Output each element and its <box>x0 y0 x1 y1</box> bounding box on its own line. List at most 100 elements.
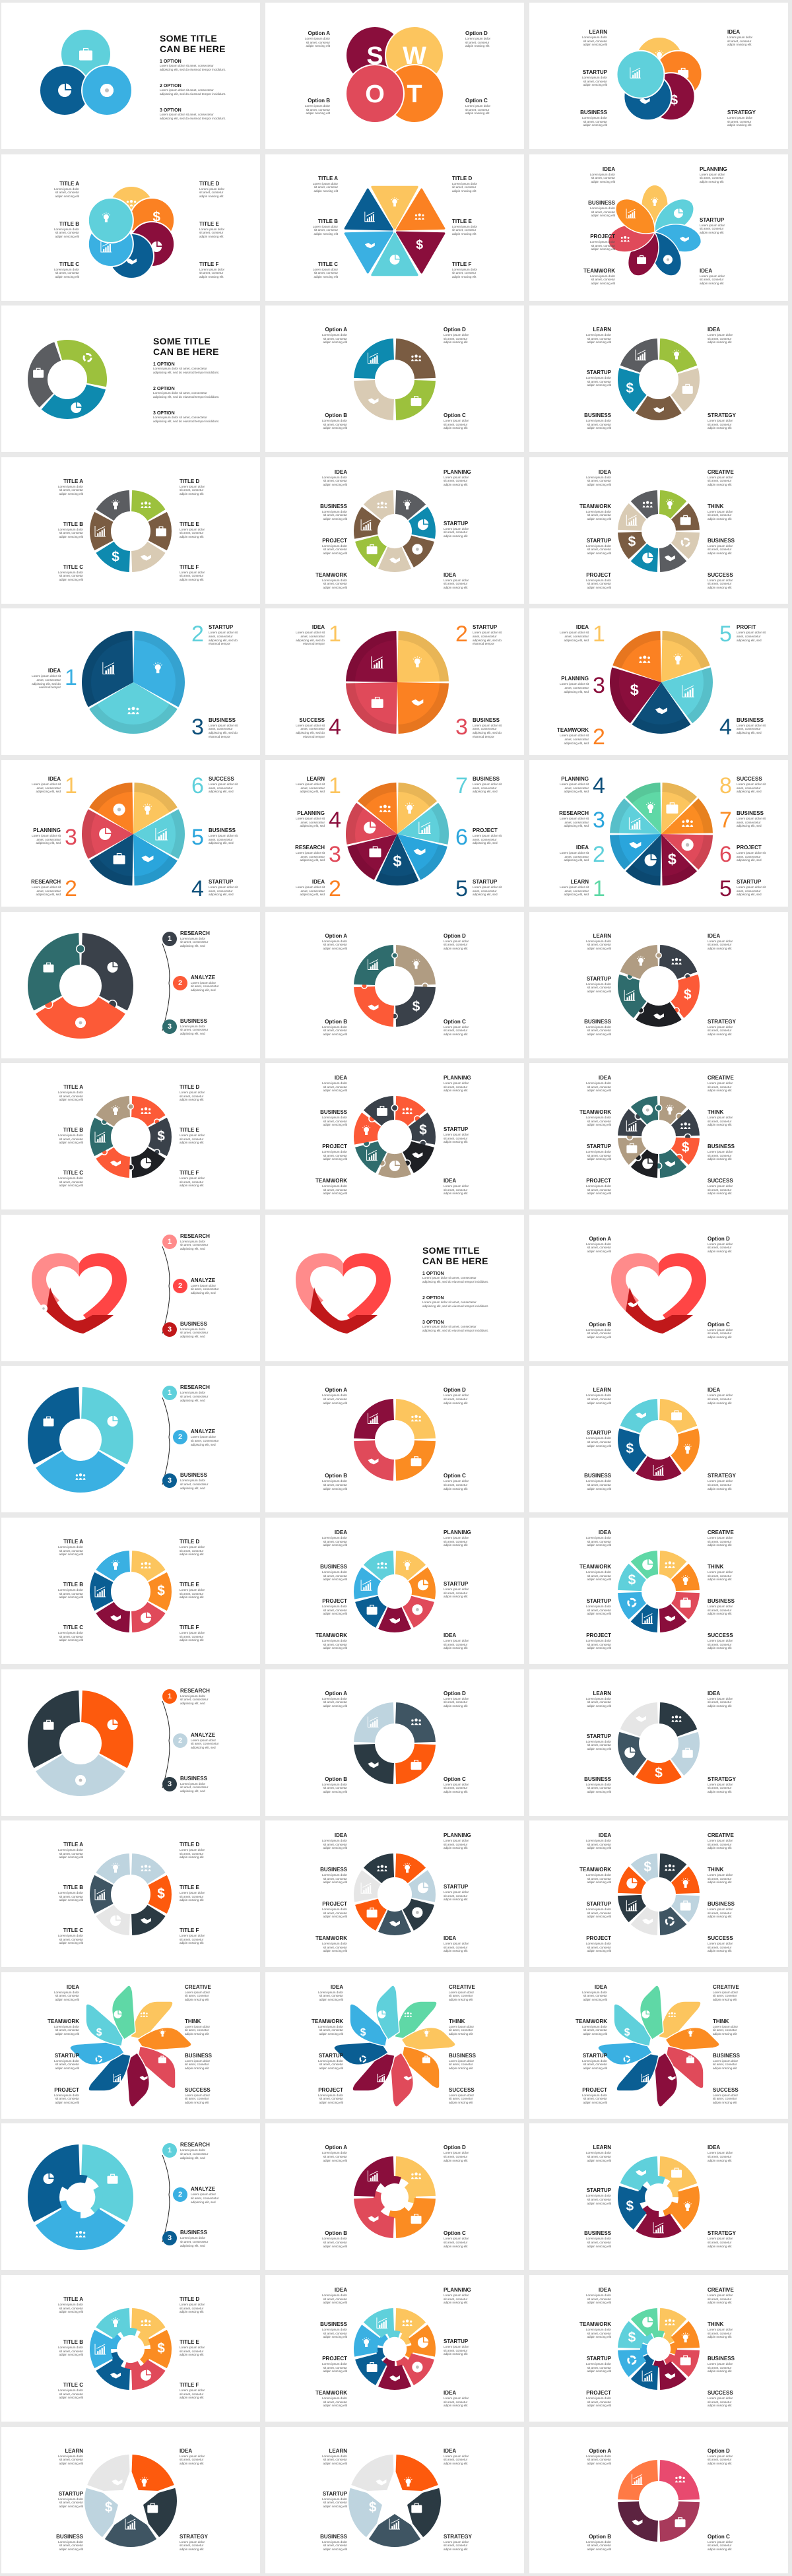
infographic-tile-26[interactable]: SOME TITLE CAN BE HERE 1 OPTION Lorem ipsu… <box>265 1214 524 1361</box>
infographic-tile-14[interactable]: 1 IDEA Lorem ipsum dolor sit amet, consect… <box>265 608 524 756</box>
infographic-tile-28[interactable]: 1 RESEARCH Lorem ipsum dolor sit amet, con… <box>1 1366 260 1513</box>
infographic-tile-17[interactable]: $1 LEARN Lorem ipsum dolor sit amet, conse… <box>265 759 524 907</box>
infographic-tile-42[interactable]: $ IDEA Lorem ipsum dolor sit amet, consetu… <box>529 1972 788 2119</box>
text-block: TITLE C Lorem ipsum dolor sit amet, conse… <box>24 564 83 582</box>
infographic-tile-48[interactable]: $ IDEA Lorem ipsum dolor sit amet, consetu… <box>529 2274 788 2422</box>
infographic-tile-34[interactable]: 1 RESEARCH Lorem ipsum dolor sit amet, con… <box>1 1669 260 1816</box>
item-title: BUSINESS <box>584 1776 611 1782</box>
infographic-tile-35[interactable]: Option A Lorem ipsum dolor sit amet, cons… <box>265 1669 524 1816</box>
infographic-tile-8[interactable]: Option A Lorem ipsum dolor sit amet, cons… <box>265 306 524 453</box>
diagram-graphic <box>162 2155 170 2243</box>
infographic-tile-22[interactable]: $ TITLE A Lorem ipsum dolor sit amet, cons… <box>1 1063 260 1210</box>
bar-chart-icon <box>642 1613 653 1625</box>
item-title: Option C <box>444 412 466 419</box>
infographic-tile-24[interactable]: $ IDEA Lorem ipsum dolor sit amet, consetu… <box>529 1063 788 1210</box>
infographic-tile-1[interactable]: SOME TITLE CAN BE HERE 1 OPTION Lorem ipsu… <box>1 3 260 149</box>
infographic-tile-5[interactable]: $ TITLE A Lorem ipsum dolor sit amet, cons… <box>265 154 524 301</box>
diagram-segment <box>408 1112 436 1145</box>
dollar-icon: $ <box>105 2499 113 2515</box>
infographic-tile-18[interactable]: $4 PLANNING Lorem ipsum dolor sit amet, co… <box>529 759 788 907</box>
diagram-segment <box>81 1690 134 1768</box>
text-block: TITLE B Lorem ipsum dolor sit amet, conse… <box>24 1884 83 1902</box>
infographic-tile-36[interactable]: $ LEARN Lorem ipsum dolor sit amet, conset… <box>529 1669 788 1816</box>
infographic-tile-49[interactable]: $ LEARN Lorem ipsum dolor sit amet, conset… <box>1 2426 260 2573</box>
infographic-tile-23[interactable]: $ IDEA Lorem ipsum dolor sit amet, consetu… <box>265 1063 524 1210</box>
text-block: IDEA Lorem ipsum dolor sit amet, consecte… <box>8 776 61 794</box>
item-description: Lorem ipsum dolor sit amet, consectetur … <box>296 816 325 828</box>
infographic-tile-4[interactable]: $ TITLE A Lorem ipsum dolor sit amet, cons… <box>1 154 260 301</box>
infographic-tile-44[interactable]: Option A Lorem ipsum dolor sit amet, cons… <box>265 2123 524 2270</box>
infographic-tile-19[interactable]: 1 RESEARCH Lorem ipsum dolor sit amet, con… <box>1 911 260 1058</box>
infographic-tile-13[interactable]: 1 IDEA Lorem ipsum dolor sit amet, consect… <box>1 608 260 756</box>
handshake-icon <box>635 1716 646 1722</box>
infographic-tile-33[interactable]: $ IDEA Lorem ipsum dolor sit amet, consetu… <box>529 1517 788 1664</box>
item-description: Lorem ipsum dolor sit amet, consetur adi… <box>585 1782 611 1793</box>
text-block: TEAMWORK Lorem ipsum dolor sit amet, cons… <box>552 2321 611 2339</box>
handshake-icon <box>112 2479 123 2485</box>
infographic-tile-32[interactable]: IDEA Lorem ipsum dolor sit amet, consetur… <box>265 1517 524 1664</box>
infographic-tile-3[interactable]: $ LEARN Lorem ipsum dolor sit amet, conset… <box>529 3 788 149</box>
infographic-tile-9[interactable]: $ LEARN Lorem ipsum dolor sit amet, conset… <box>529 306 788 453</box>
infographic-tile-50[interactable]: $ LEARN Lorem ipsum dolor sit amet, conset… <box>265 2426 524 2573</box>
bar-chart-icon <box>366 1149 378 1161</box>
infographic-tile-45[interactable]: $ LEARN Lorem ipsum dolor sit amet, conset… <box>529 2123 788 2270</box>
infographic-tile-2[interactable]: S W T O Option A Lorem ipsum dolor sit amet, … <box>265 3 524 149</box>
dollar-icon: $ <box>360 2027 366 2038</box>
item-description: Lorem ipsum dolor sit amet, consetur adi… <box>444 1535 469 1547</box>
infographic-tile-16[interactable]: 1 IDEA Lorem ipsum dolor sit amet, consect… <box>1 759 260 907</box>
infographic-tile-10[interactable]: $ TITLE A Lorem ipsum dolor sit amet, cons… <box>1 457 260 604</box>
infographic-tile-37[interactable]: $ TITLE A Lorem ipsum dolor sit amet, cons… <box>1 1820 260 1968</box>
text-block: Option D Lorem ipsum dolor sit amet, cons… <box>444 1690 503 1708</box>
item-title: BUSINESS <box>584 412 611 419</box>
infographic-tile-41[interactable]: $ IDEA Lorem ipsum dolor sit amet, consetu… <box>265 1972 524 2119</box>
step-number-badge: 1 <box>162 2143 177 2158</box>
infographic-tile-20[interactable]: $ Option A Lorem ipsum dolor sit amet, con… <box>265 911 524 1058</box>
infographic-tile-30[interactable]: $ LEARN Lorem ipsum dolor sit amet, conset… <box>529 1366 788 1513</box>
item-title: Option D <box>444 932 466 939</box>
step-text: ANALYZE Lorem ipsum dolor sit amet, conse… <box>191 1429 250 1446</box>
infographic-tile-39[interactable]: $ IDEA Lorem ipsum dolor sit amet, consetu… <box>529 1820 788 1968</box>
item-description: Lorem ipsum dolor sit amet, consectetur … <box>473 782 502 794</box>
pie-chart-icon <box>151 241 162 252</box>
infographic-tile-51[interactable]: Option A Lorem ipsum dolor sit amet, cons… <box>529 2426 788 2573</box>
text-block: BUSINESS Lorem ipsum dolor sit amet, cons… <box>708 1598 767 1616</box>
infographic-tile-31[interactable]: $ TITLE A Lorem ipsum dolor sit amet, cons… <box>1 1517 260 1664</box>
text-block: PLANNING Lorem ipsum dolor sit amet, cons… <box>444 1530 503 1547</box>
step-title: ANALYZE <box>191 1731 216 1738</box>
infographic-tile-46[interactable]: $ TITLE A Lorem ipsum dolor sit amet, cons… <box>1 2274 260 2422</box>
infographic-tile-40[interactable]: $ IDEA Lorem ipsum dolor sit amet, consetu… <box>1 1972 260 2119</box>
bar-chart-icon <box>367 959 379 970</box>
handshake-icon <box>628 1302 637 1307</box>
item-description: Lorem ipsum dolor sit amet, consetur adi… <box>581 2024 607 2036</box>
handshake-icon <box>664 555 675 562</box>
infographic-tile-27[interactable]: Option A Lorem ipsum dolor sit amet, cons… <box>529 1214 788 1361</box>
text-block: TITLE E Lorem ipsum dolor sit amet, conse… <box>180 1127 239 1145</box>
infographic-tile-29[interactable]: Option A Lorem ipsum dolor sit amet, cons… <box>265 1366 524 1513</box>
infographic-tile-47[interactable]: IDEA Lorem ipsum dolor sit amet, consetur… <box>265 2274 524 2422</box>
item-title: IDEA <box>66 1983 79 1990</box>
infographic-tile-12[interactable]: $ IDEA Lorem ipsum dolor sit amet, consetu… <box>529 457 788 604</box>
svg-text:$: $ <box>412 999 420 1014</box>
text-block: Option B Lorem ipsum dolor sit amet, cons… <box>552 2534 611 2552</box>
step-number: 1 <box>329 622 341 647</box>
item-title: TITLE F <box>180 1170 199 1176</box>
infographic-tile-7[interactable]: SOME TITLE CAN BE HERE 1 OPTION Lorem ipsu… <box>1 306 260 453</box>
diagram-graphic: $ <box>333 1984 456 2108</box>
infographic-tile-11[interactable]: IDEA Lorem ipsum dolor sit amet, consetur… <box>265 457 524 604</box>
step-text: ANALYZE Lorem ipsum dolor sit amet, conse… <box>191 1732 250 1750</box>
infographic-tile-38[interactable]: IDEA Lorem ipsum dolor sit amet, consetur… <box>265 1820 524 1968</box>
infographic-tile-21[interactable]: $ LEARN Lorem ipsum dolor sit amet, conset… <box>529 911 788 1058</box>
infographic-tile-15[interactable]: $1 IDEA Lorem ipsum dolor sit amet, consec… <box>529 608 788 756</box>
svg-text:$: $ <box>157 1886 165 1902</box>
infographic-tile-6[interactable]: IDEA Lorem ipsum dolor sit amet, consetur… <box>529 154 788 301</box>
infographic-tile-25[interactable]: 1 RESEARCH Lorem ipsum dolor sit amet, con… <box>1 1214 260 1361</box>
text-block: THINK Lorem ipsum dolor sit amet, consetu… <box>708 1109 767 1127</box>
item-title: IDEA <box>598 1529 611 1535</box>
text-block: PLANNING Lorem ipsum dolor sit amet, cons… <box>444 1832 503 1850</box>
step-text: BUSINESS Lorem ipsum dolor sit amet, cons… <box>180 1472 240 1490</box>
infographic-tile-43[interactable]: 1 RESEARCH Lorem ipsum dolor sit amet, con… <box>1 2123 260 2270</box>
step-text: ANALYZE Lorem ipsum dolor sit amet, conse… <box>191 2186 250 2204</box>
option-block: 3 OPTION Lorem ipsum dolor sit amet, cons… <box>422 1320 515 1333</box>
people-icon <box>141 1107 151 1114</box>
item-title: IDEA <box>444 571 457 578</box>
